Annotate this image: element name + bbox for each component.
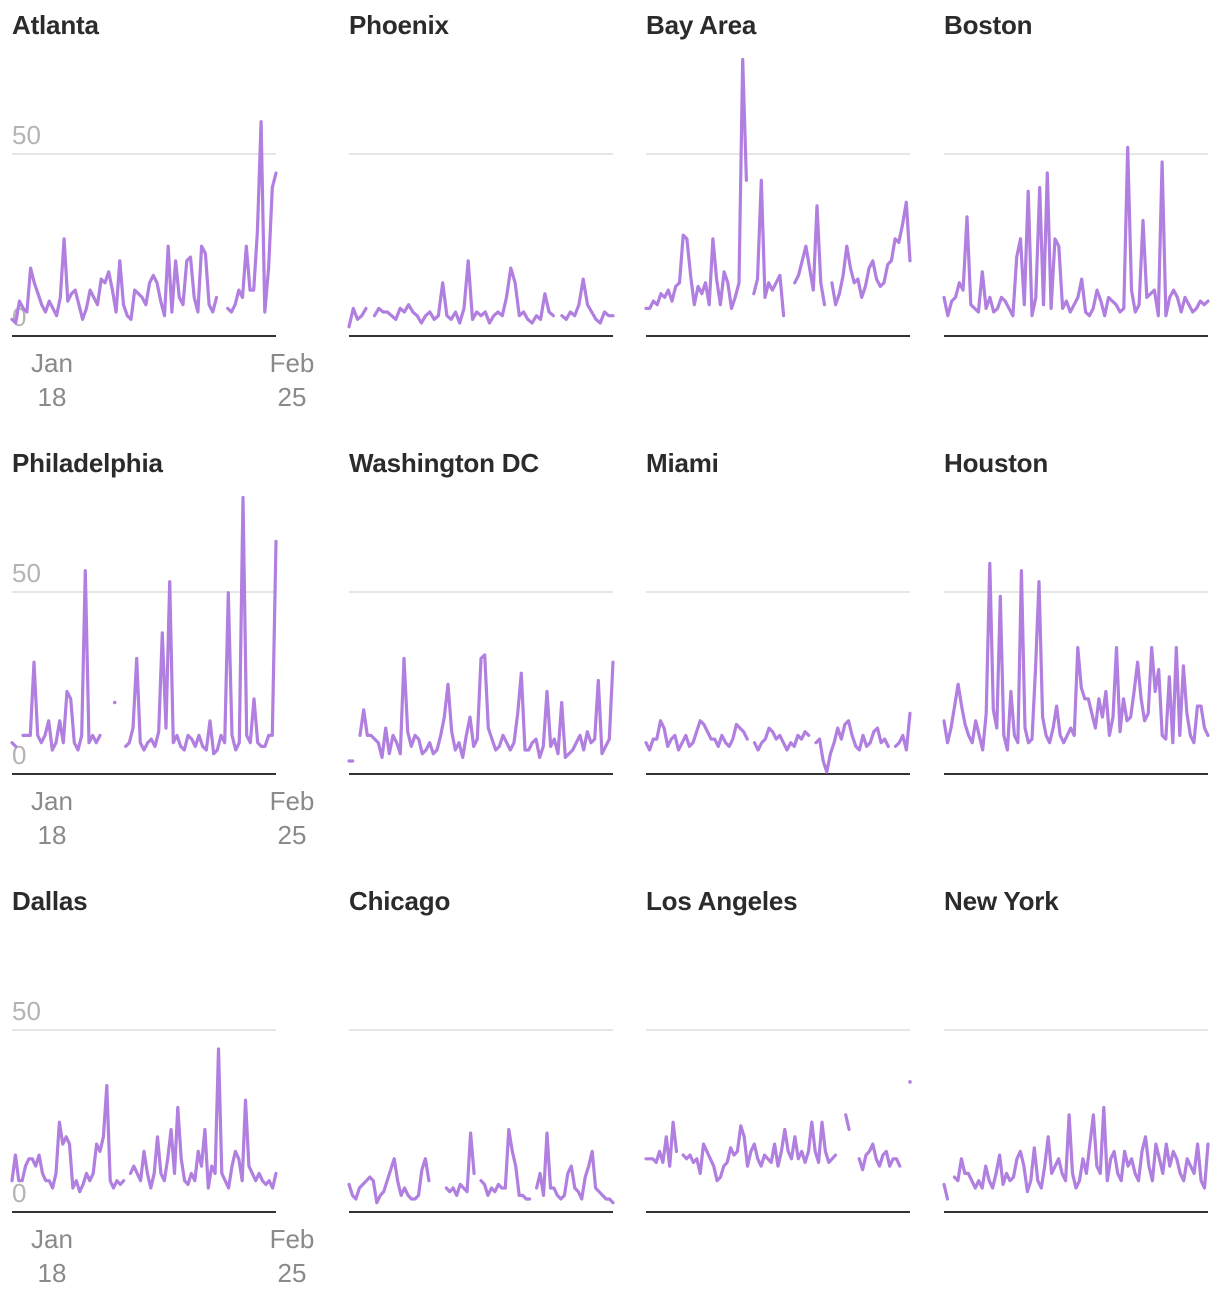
panel-plot	[347, 1029, 615, 1213]
series-line	[347, 1127, 615, 1205]
panel-plot: 0 50	[10, 996, 278, 1213]
panel-plot	[942, 561, 1210, 775]
x-tick-day: 18	[37, 382, 67, 412]
panel-plot	[942, 145, 1210, 337]
panel-title: Chicago	[349, 886, 451, 916]
panel-plot	[644, 591, 912, 775]
panel-plot	[347, 153, 615, 337]
panel-title: Boston	[944, 10, 1033, 40]
x-tick-label: Feb 25	[262, 346, 322, 414]
panel-title: Houston	[944, 448, 1049, 478]
x-tick-month: Feb	[269, 786, 315, 816]
y-tick-label: 50	[12, 558, 41, 588]
series-line	[646, 1082, 910, 1181]
panel-title: New York	[944, 886, 1059, 916]
panel-title: Philadelphia	[12, 448, 163, 478]
series-line	[942, 561, 1210, 752]
y-tick-label: 50	[12, 120, 41, 150]
panel-los-angeles: Los Angeles	[634, 876, 934, 1296]
panel-boston: Boston	[932, 0, 1220, 420]
series-line	[942, 145, 1210, 318]
x-tick-label: Jan 18	[22, 346, 82, 414]
x-tick-day: 25	[277, 382, 307, 412]
panel-atlanta: Atlanta 0 50 Jan 18 Feb 25	[0, 0, 314, 420]
series-line	[644, 711, 912, 774]
panel-title: Dallas	[12, 886, 88, 916]
panel-plot	[644, 57, 912, 337]
x-tick-label: Jan 18	[22, 784, 82, 852]
x-tick-month: Feb	[269, 348, 315, 378]
panel-dallas: Dallas 0 50 Jan 18 Feb 25	[0, 876, 314, 1296]
panel-new-york: New York	[932, 876, 1220, 1296]
y-tick-label: 50	[12, 996, 41, 1026]
x-tick-month: Feb	[269, 1224, 315, 1254]
panel-miami: Miami	[634, 438, 934, 858]
y-tick-label: 0	[12, 1178, 26, 1208]
panel-phoenix: Phoenix	[337, 0, 637, 420]
panel-title: Atlanta	[12, 10, 99, 40]
panel-plot	[634, 1029, 934, 1213]
panel-philadelphia: Philadelphia 0 50 Jan 18 Feb 25	[0, 438, 314, 858]
series-line	[10, 495, 278, 756]
panel-plot	[942, 1029, 1210, 1213]
series-line	[942, 1105, 1210, 1201]
x-tick-label: Jan 18	[22, 1222, 82, 1290]
x-tick-label: Feb 25	[262, 1222, 322, 1290]
panel-chicago: Chicago	[337, 876, 637, 1296]
panel-bay-area: Bay Area	[634, 0, 934, 420]
series-line	[10, 120, 278, 325]
x-tick-month: Jan	[31, 786, 73, 816]
series-line	[10, 1047, 278, 1194]
series-point	[112, 700, 117, 705]
panel-plot	[347, 591, 615, 775]
series-point	[908, 1080, 912, 1084]
series-line	[347, 653, 615, 763]
x-tick-day: 18	[37, 1258, 67, 1288]
panel-title: Phoenix	[349, 10, 449, 40]
panel-title: Miami	[646, 448, 719, 478]
panel-houston: Houston	[932, 438, 1220, 858]
x-tick-day: 25	[277, 820, 307, 850]
x-tick-day: 25	[277, 1258, 307, 1288]
panel-plot: 050	[10, 120, 278, 337]
series-line	[347, 259, 615, 329]
x-tick-month: Jan	[31, 1224, 73, 1254]
series-line	[644, 57, 912, 318]
panel-title: Bay Area	[646, 10, 757, 40]
panel-plot: 050	[10, 495, 278, 775]
panel-washington-dc: Washington DC	[337, 438, 637, 858]
panel-title: Washington DC	[349, 448, 539, 478]
panel-title: Los Angeles	[646, 886, 798, 916]
x-tick-label: Feb 25	[262, 784, 322, 852]
x-tick-day: 18	[37, 820, 67, 850]
x-tick-month: Jan	[31, 348, 73, 378]
